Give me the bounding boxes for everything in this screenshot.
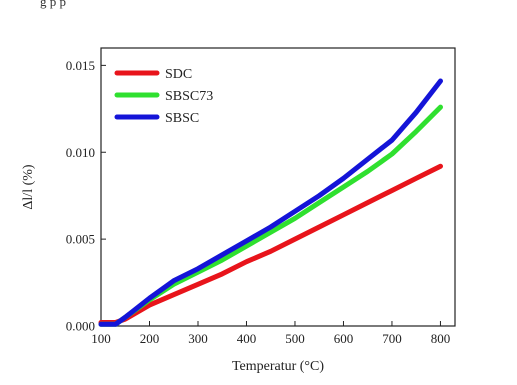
series-line-sbsc — [98, 78, 443, 327]
y-tick-label: 0.015 — [66, 58, 95, 73]
x-tick-label: 100 — [91, 331, 111, 346]
x-tick-label: 400 — [237, 331, 257, 346]
legend-label-sbsc: SBSC — [165, 111, 199, 126]
y-axis: 0.000 0.005 0.010 0.015 — [66, 58, 106, 334]
x-tick-label: 700 — [382, 331, 402, 346]
plot-frame — [100, 47, 456, 327]
legend: SDC SBSC73 SBSC — [114, 67, 213, 126]
x-tick-label: 500 — [285, 331, 305, 346]
x-tick-label: 600 — [334, 331, 354, 346]
x-tick-label: 300 — [188, 331, 208, 346]
y-tick-label: 0.010 — [66, 145, 95, 160]
top-caption-fragment: g p p — [40, 0, 66, 9]
y-tick-label: 0.000 — [66, 319, 95, 334]
x-axis: 100 200 300 400 500 600 700 800 — [91, 321, 450, 346]
y-axis-label: Δl/l (%) — [21, 164, 36, 209]
x-tick-label: 200 — [140, 331, 160, 346]
legend-label-sdc: SDC — [165, 67, 192, 82]
x-axis-label: Temperatur (°C) — [232, 359, 324, 374]
legend-label-sbsc73: SBSC73 — [165, 89, 213, 104]
series-layer — [98, 78, 443, 327]
x-tick-label: 800 — [431, 331, 451, 346]
series-line-sdc — [98, 163, 443, 325]
y-tick-label: 0.005 — [66, 232, 95, 247]
